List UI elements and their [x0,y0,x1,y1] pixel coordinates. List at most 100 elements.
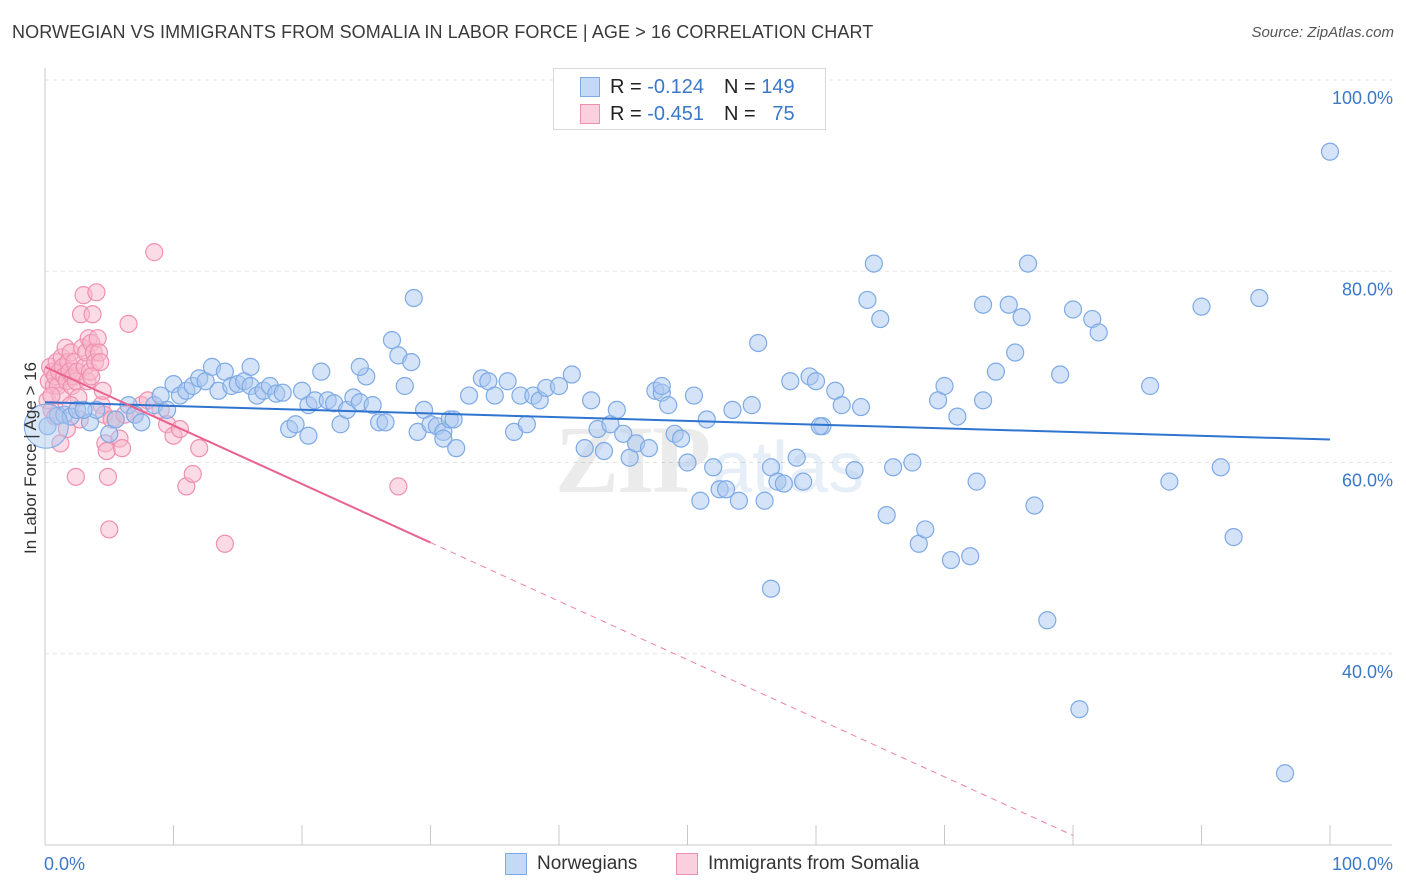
norwegian-point [1070,700,1089,719]
somalia-point [112,439,132,458]
norwegian-point [781,372,800,391]
y-tick-label: 100.0% [1332,88,1393,108]
somalia-point [389,477,408,496]
legend-n-value: 75 [772,102,795,125]
legend-r-label: R = [610,102,642,125]
y-axis-label: In Labor Force | Age > 16 [21,362,40,554]
norwegian-point [132,413,151,432]
norwegian-point [562,365,581,384]
norwegian-point [459,386,479,405]
norwegian-point [749,333,768,353]
somalia-point [83,305,102,324]
norwegian-point [447,439,466,458]
norwegian-point [704,458,723,477]
norwegian-point [684,386,704,405]
norwegian-point [1224,527,1243,547]
source-label: Source: ZipAtlas.com [1251,24,1394,41]
norwegian-point [659,396,678,415]
norwegian-point [774,474,793,493]
somalia-point [82,367,101,386]
norwegian-point [729,491,749,510]
norwegian-point [973,391,993,410]
blue-swatch-icon [580,77,600,97]
norwegian-point [742,396,761,415]
norwegian-point [883,458,903,477]
bottom-legend-somalia: Immigrants from Somalia [676,852,919,876]
norwegian-point [582,391,601,410]
norwegian-point [1012,308,1031,327]
norwegian-point [787,448,806,467]
norwegian-point [967,472,986,491]
somalia-point [145,243,164,262]
norwegian-point [652,376,671,396]
somalia-point [190,439,209,458]
norwegian-point [402,352,421,372]
blue-swatch-icon [505,853,527,875]
norwegian-point [395,376,414,396]
trend-lines [44,365,1331,836]
norwegian-point [614,424,633,443]
norwegian-point [1063,300,1083,319]
somalia-point [87,283,106,302]
norwegian-point [549,376,569,396]
norwegian-point [639,439,659,458]
norwegian-point [157,400,177,420]
norwegian-point [858,290,877,310]
bottom-legend-label: Norwegians [537,853,638,874]
norwegian-point [312,362,331,381]
bottom-legend-norwegians: Norwegians [505,852,637,876]
gridlines [45,79,1392,655]
norwegian-point [1018,254,1038,273]
norwegian-point [845,461,864,480]
norwegian-point [594,441,614,461]
legend-n-value: 149 [761,75,795,98]
somalia-trend-extension [430,542,1074,836]
norwegian-point [832,396,851,415]
norwegian-point [871,309,890,329]
somalia-point [66,467,85,486]
tick-labels: 40.0% 60.0% 80.0% 100.0% 0.0% 100.0% [44,88,1393,874]
norwegian-point [382,331,402,350]
y-tick-label: 60.0% [1342,471,1393,491]
y-tick-label: 40.0% [1342,662,1393,682]
norwegian-point [697,410,716,429]
norwegian-point [691,491,710,510]
norwegian-point [806,372,826,391]
legend-n-label: N = [723,75,756,98]
norwegian-point [106,410,125,429]
norwegian-point [948,407,967,426]
norwegian-point [755,491,774,510]
pink-swatch-icon [676,853,698,875]
norwegian-point [241,357,260,376]
legend-row-norwegians: R = -0.124 N = 149 [554,74,795,100]
somalia-trend-line [44,365,431,544]
chart-title: NORWEGIAN VS IMMIGRANTS FROM SOMALIA IN … [12,22,874,42]
somalia-point [91,352,110,372]
bottom-legend-label: Immigrants from Somalia [708,853,920,874]
norwegian-point [273,383,292,402]
norwegian-point [434,429,453,448]
legend-r-value: -0.124 [647,75,704,98]
somalia-point [100,520,119,539]
legend-row-somalia: R = -0.451 N = 75 [554,101,795,127]
norwegian-point [1211,458,1230,477]
norwegian-point [1160,472,1179,491]
norwegian-point [485,386,504,405]
axes [44,68,1392,846]
norwegian-point [1192,297,1211,316]
norwegian-point [1320,142,1340,161]
norwegian-point [1250,288,1269,308]
norwegian-point [864,254,883,273]
norwegian-point [575,439,594,458]
norwegian-point [1140,376,1160,396]
y-tick-label: 80.0% [1342,279,1393,299]
norwegian-point [498,372,517,391]
norwegian-point [607,400,626,420]
norwegian-point [74,400,93,420]
norwegian-point [941,550,961,570]
norwegian-point [794,472,813,491]
norwegian-point [517,415,536,434]
pink-swatch-icon [580,104,600,124]
somalia-point [215,534,234,553]
norwegian-point [716,480,736,499]
